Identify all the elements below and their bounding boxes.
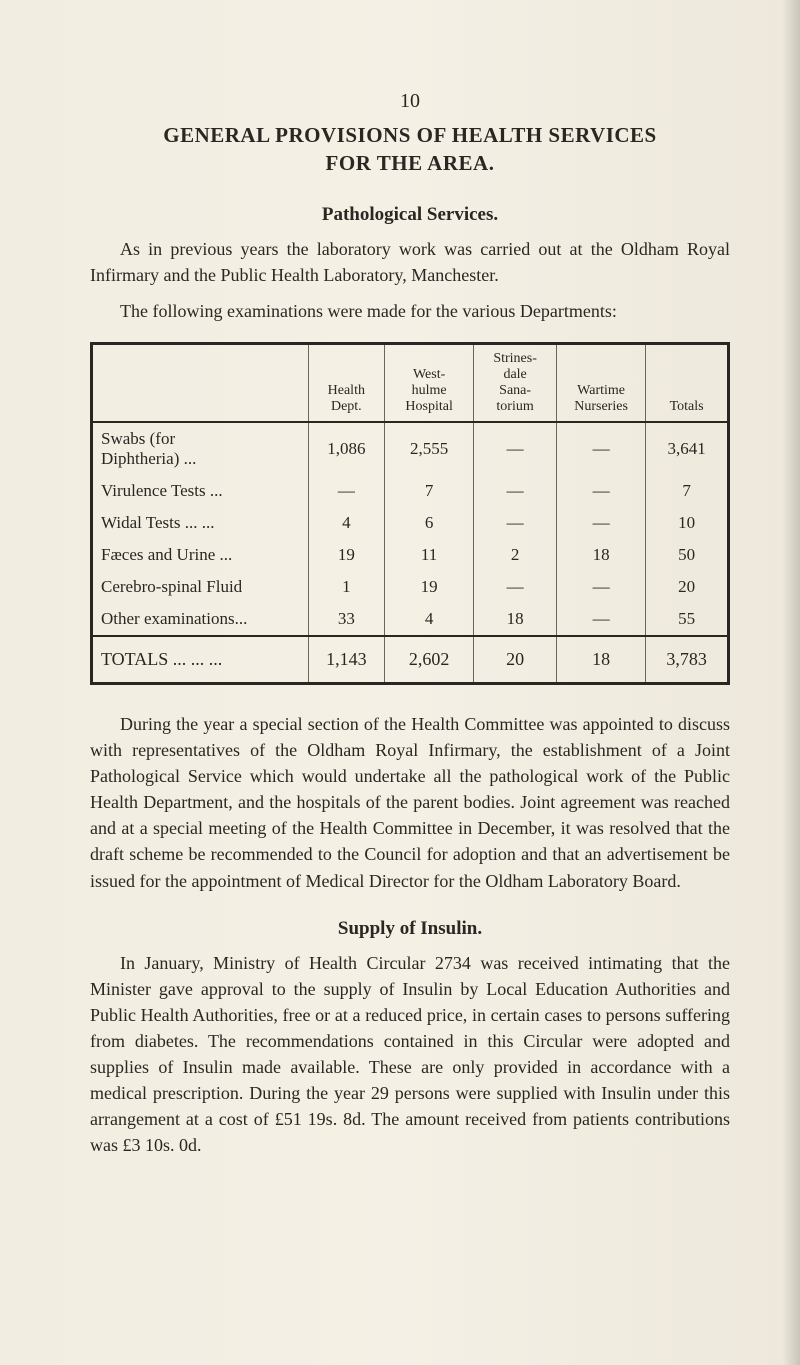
cell: 3,641 [646,422,729,475]
cell: 11 [385,539,474,571]
cell: — [474,507,557,539]
th-wartime: Wartime Nurseries [557,343,646,422]
table-row: Virulence Tests ... — 7 — — 7 [92,475,729,507]
totals-cell: 20 [474,636,557,684]
totals-cell: 3,783 [646,636,729,684]
table-row: Other examinations... 33 4 18 — 55 [92,603,729,636]
totals-label: TOTALS ... ... ... [92,636,309,684]
table-body: Swabs (for Diphtheria) ... 1,086 2,555 —… [92,422,729,636]
totals-row: TOTALS ... ... ... 1,143 2,602 20 18 3,7… [92,636,729,684]
th-health-dept: Health Dept. [308,343,384,422]
th-strinesdale: Strines- dale Sana- torium [474,343,557,422]
cell: — [557,507,646,539]
cell: 2 [474,539,557,571]
row-label: Fæces and Urine ... [92,539,309,571]
cell: — [308,475,384,507]
cell: 7 [385,475,474,507]
document-page: 10 GENERAL PROVISIONS OF HEALTH SERVICES… [0,0,800,1365]
table-row: Widal Tests ... ... 4 6 — — 10 [92,507,729,539]
table-header: Health Dept. West- hulme Hospital Strine… [92,343,729,422]
totals-cell: 18 [557,636,646,684]
intro-paragraph-1: As in previous years the laboratory work… [90,236,730,288]
cell: 6 [385,507,474,539]
cell: 2,555 [385,422,474,475]
insulin-paragraph: In January, Ministry of Health Circular … [90,950,730,1159]
cell: 33 [308,603,384,636]
row-label: Widal Tests ... ... [92,507,309,539]
page-number: 10 [90,90,730,113]
cell: 4 [308,507,384,539]
section-heading-insulin: Supply of Insulin. [90,918,730,940]
title-line-1: GENERAL PROVISIONS OF HEALTH SERVICES [163,123,657,147]
cell: — [557,475,646,507]
cell: 50 [646,539,729,571]
cell: — [557,422,646,475]
cell: 19 [385,571,474,603]
totals-cell: 2,602 [385,636,474,684]
cell: — [474,571,557,603]
page-title: GENERAL PROVISIONS OF HEALTH SERVICES FO… [90,121,730,178]
table-row: Swabs (for Diphtheria) ... 1,086 2,555 —… [92,422,729,475]
table-footer: TOTALS ... ... ... 1,143 2,602 20 18 3,7… [92,636,729,684]
intro-paragraph-2: The following examinations were made for… [90,298,730,324]
cell: 18 [474,603,557,636]
row-label: Other examinations... [92,603,309,636]
row-label: Virulence Tests ... [92,475,309,507]
cell: — [557,603,646,636]
table-header-row: Health Dept. West- hulme Hospital Strine… [92,343,729,422]
section-heading-pathological: Pathological Services. [90,204,730,226]
cell: 4 [385,603,474,636]
cell: 1,086 [308,422,384,475]
row-label: Swabs (for Diphtheria) ... [92,422,309,475]
table-row: Fæces and Urine ... 19 11 2 18 50 [92,539,729,571]
cell: 55 [646,603,729,636]
th-westhulme: West- hulme Hospital [385,343,474,422]
th-totals: Totals [646,343,729,422]
paragraph-after-table: During the year a special section of the… [90,711,730,894]
cell: — [474,475,557,507]
table-row: Cerebro-spinal Fluid 1 19 — — 20 [92,571,729,603]
cell: 1 [308,571,384,603]
title-line-2: FOR THE AREA. [326,151,495,175]
cell: 18 [557,539,646,571]
cell: 10 [646,507,729,539]
th-blank [92,343,309,422]
cell: 7 [646,475,729,507]
examinations-table: Health Dept. West- hulme Hospital Strine… [90,342,730,685]
cell: — [557,571,646,603]
cell: 19 [308,539,384,571]
cell: — [474,422,557,475]
cell: 20 [646,571,729,603]
row-label: Cerebro-spinal Fluid [92,571,309,603]
totals-cell: 1,143 [308,636,384,684]
